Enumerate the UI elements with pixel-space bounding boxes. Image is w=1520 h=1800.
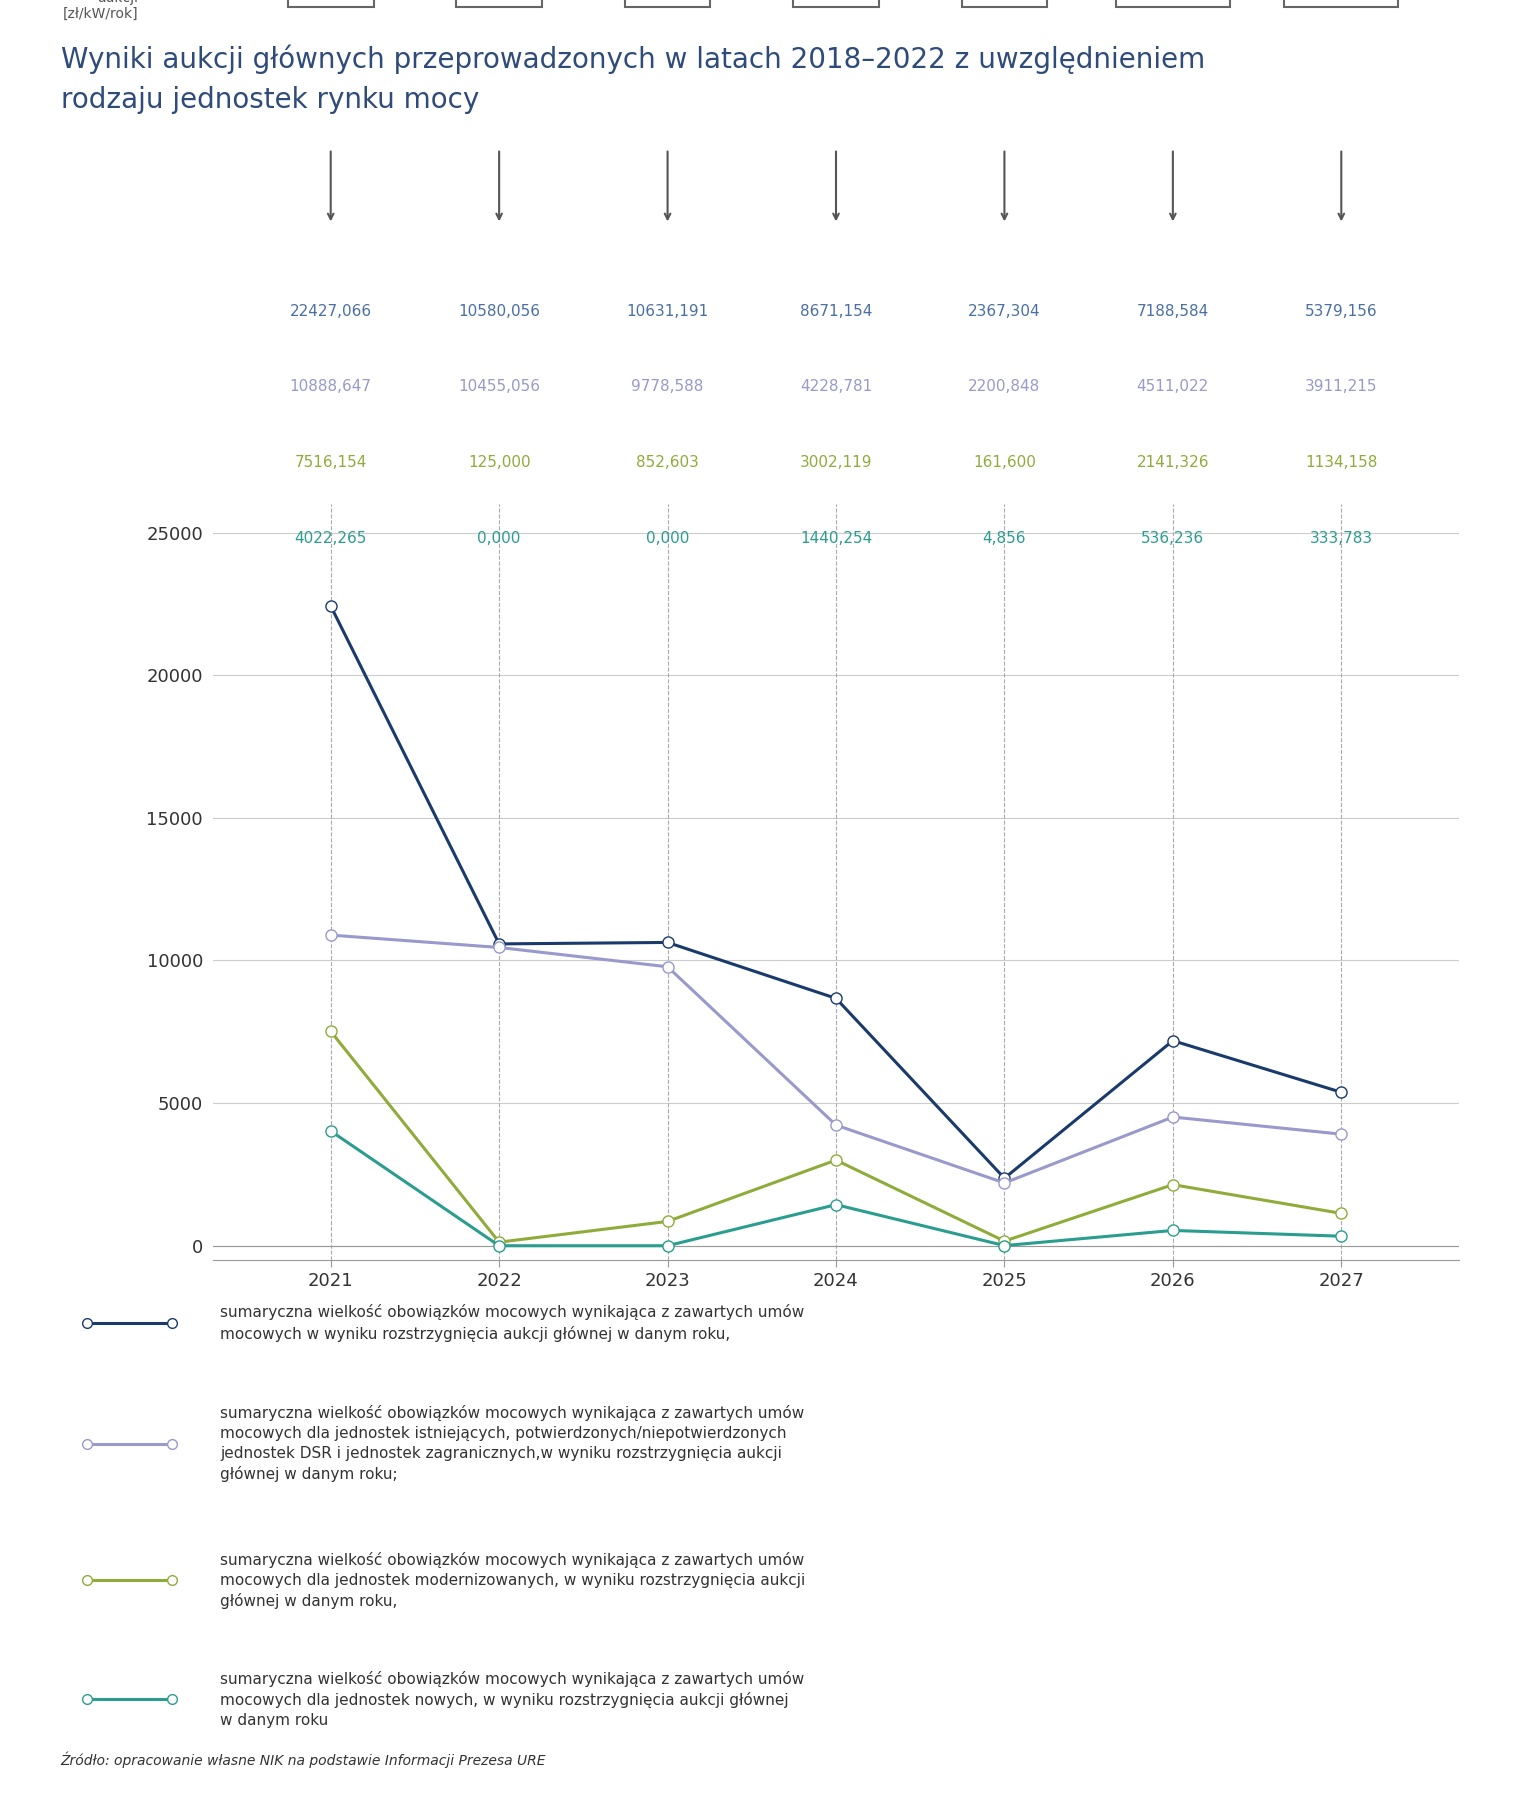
Text: 3002,119: 3002,119	[800, 455, 872, 470]
Text: Źródło: opracowanie własne NIK na podstawie Informacji Prezesa URE: Źródło: opracowanie własne NIK na podsta…	[61, 1751, 546, 1768]
Text: 2367,304: 2367,304	[968, 304, 1041, 319]
Text: 10631,191: 10631,191	[626, 304, 708, 319]
Text: 7188,584: 7188,584	[1137, 304, 1208, 319]
Text: 333,783: 333,783	[1310, 531, 1373, 545]
Text: 852,603: 852,603	[637, 455, 699, 470]
Text: Cena
zamknięcia
aukcji
[zł/kW/rok]: Cena zamknięcia aukcji [zł/kW/rok]	[59, 0, 138, 22]
Text: 5379,156: 5379,156	[1306, 304, 1377, 319]
Text: 8671,154: 8671,154	[800, 304, 872, 319]
Text: 4,856: 4,856	[983, 531, 1026, 545]
Text: 9778,588: 9778,588	[631, 380, 704, 394]
Text: 4228,781: 4228,781	[800, 380, 872, 394]
Text: sumaryczna wielkość obowiązków mocowych wynikająca z zawartych umów
mocowych dla: sumaryczna wielkość obowiązków mocowych …	[220, 1406, 804, 1481]
Text: 4511,022: 4511,022	[1137, 380, 1208, 394]
Text: 2200,848: 2200,848	[968, 380, 1041, 394]
Text: sumaryczna wielkość obowiązków mocowych wynikająca z zawartych umów
mocowych dla: sumaryczna wielkość obowiązków mocowych …	[220, 1670, 804, 1728]
Text: 22427,066: 22427,066	[290, 304, 372, 319]
Text: 10455,056: 10455,056	[458, 380, 540, 394]
Text: 4022,265: 4022,265	[295, 531, 366, 545]
Text: 10580,056: 10580,056	[458, 304, 540, 319]
Text: 1134,158: 1134,158	[1306, 455, 1377, 470]
Text: 1440,254: 1440,254	[800, 531, 872, 545]
Text: 2141,326: 2141,326	[1137, 455, 1208, 470]
Text: 10888,647: 10888,647	[290, 380, 372, 394]
Text: Wyniki aukcji głównych przeprowadzonych w latach 2018–2022 z uwzględnieniem
rodz: Wyniki aukcji głównych przeprowadzonych …	[61, 45, 1205, 113]
Text: 125,000: 125,000	[468, 455, 530, 470]
Text: sumaryczna wielkość obowiązków mocowych wynikająca z zawartych umów
mocowych dla: sumaryczna wielkość obowiązków mocowych …	[220, 1552, 806, 1609]
Text: 3911,215: 3911,215	[1306, 380, 1377, 394]
Text: 0,000: 0,000	[646, 531, 689, 545]
Text: 536,236: 536,236	[1142, 531, 1204, 545]
Text: sumaryczna wielkość obowiązków mocowych wynikająca z zawartych umów
mocowych w w: sumaryczna wielkość obowiązków mocowych …	[220, 1305, 804, 1341]
Text: 161,600: 161,600	[973, 455, 1035, 470]
Text: 7516,154: 7516,154	[295, 455, 366, 470]
Text: 0,000: 0,000	[477, 531, 521, 545]
